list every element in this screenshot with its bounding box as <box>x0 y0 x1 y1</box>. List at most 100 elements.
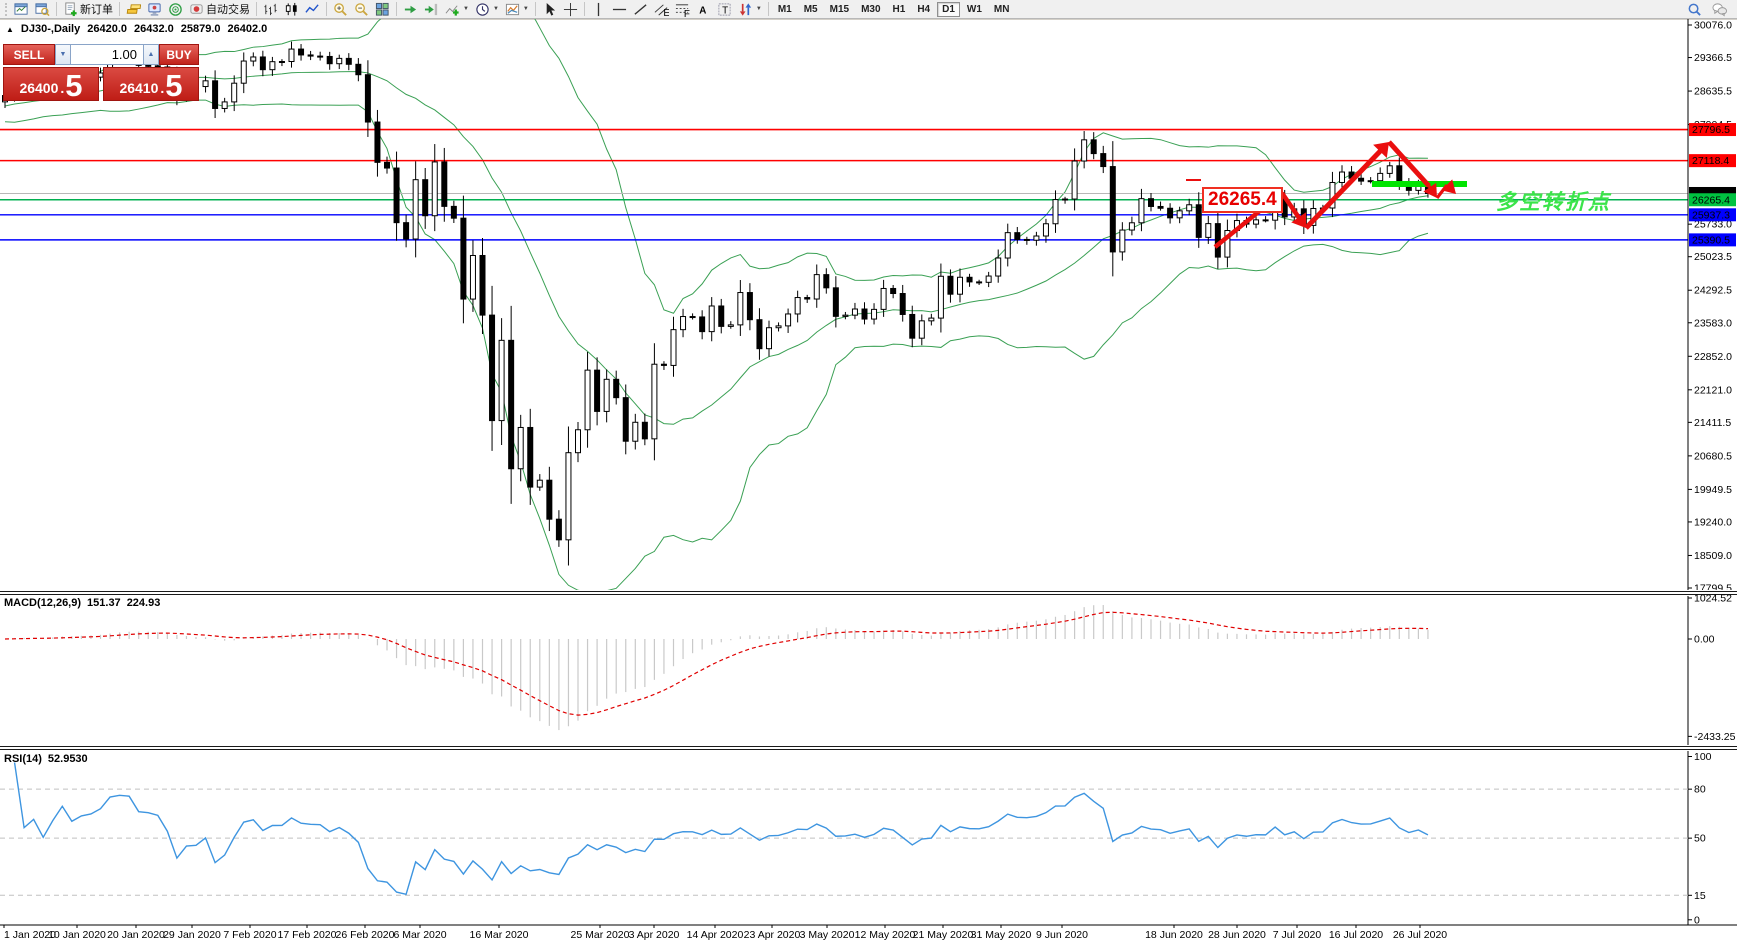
svg-text:T: T <box>722 5 728 16</box>
macd-tick-label: 0.00 <box>1694 634 1715 646</box>
macd-tick-label: -2433.25 <box>1694 731 1736 743</box>
candlestick-chart-button[interactable] <box>281 1 302 18</box>
autoscroll-icon <box>404 5 417 13</box>
toolbar-grip[interactable] <box>5 2 9 16</box>
arrows-button[interactable]: ▼ <box>735 1 765 18</box>
equidistant-channel-button[interactable]: E <box>651 1 672 18</box>
magnifier-icon <box>1688 3 1701 16</box>
cursor-icon <box>546 2 555 16</box>
chart-area[interactable]: 30076.029366.528635.527904.525733.025023… <box>0 19 1737 943</box>
bars-icon <box>264 3 277 15</box>
buy-button[interactable]: BUY <box>159 44 199 65</box>
line-chart-button[interactable] <box>302 1 323 18</box>
timeframe-w1-button[interactable]: W1 <box>966 3 982 15</box>
macd-panel[interactable] <box>4 605 1429 731</box>
rsi-axis[interactable]: 100 80 50 15 0 <box>1688 751 1712 926</box>
macd-axis[interactable]: 1024.52 0.00 -2433.25 <box>1688 592 1736 743</box>
autotrade-icon <box>190 3 203 14</box>
date-label: 16 Jul 2020 <box>1329 929 1383 941</box>
crosshair-button[interactable] <box>560 1 581 18</box>
horizontal-line-button[interactable] <box>609 1 630 18</box>
signals-button[interactable] <box>165 1 186 18</box>
date-label: 3 May 2020 <box>800 929 855 941</box>
buy-quote[interactable]: 26410. 5 <box>103 67 199 101</box>
zoom-out-button[interactable] <box>351 1 372 18</box>
date-label: 21 May 2020 <box>913 929 974 941</box>
auto-trading-button[interactable]: 自动交易 <box>186 1 253 18</box>
cursor-button[interactable] <box>539 1 560 18</box>
profiles-button[interactable] <box>32 1 53 18</box>
macd-signal-line <box>4 611 1428 716</box>
timeframe-m5-button[interactable]: M5 <box>803 3 818 15</box>
trendline-button[interactable] <box>630 1 651 18</box>
textA-icon: A <box>699 5 706 16</box>
auto-scroll-button[interactable] <box>400 1 421 18</box>
main-price-panel[interactable] <box>0 19 1688 596</box>
price-tick-label: 30076.0 <box>1694 20 1732 32</box>
tile-windows-button[interactable] <box>372 1 393 18</box>
deposit-gold-button[interactable] <box>123 1 144 18</box>
rsi-panel[interactable] <box>0 762 1688 896</box>
chevron-down-icon[interactable]: ▼ <box>463 6 469 12</box>
chevron-down-icon[interactable]: ▼ <box>522 6 529 12</box>
timeframe-h1-button[interactable]: H1 <box>892 3 906 15</box>
timeframe-m30-button[interactable]: M30 <box>861 3 881 15</box>
search-button[interactable] <box>1684 1 1705 18</box>
chart-window[interactable]: 30076.029366.528635.527904.525733.025023… <box>0 19 1737 943</box>
new-chart-button[interactable] <box>11 1 32 18</box>
sell-button[interactable]: SELL <box>3 44 55 65</box>
timeframe-mn-button[interactable]: MN <box>993 3 1010 15</box>
indicators-list-button[interactable]: ▼ <box>442 1 472 18</box>
community-chat-button[interactable] <box>1709 1 1730 18</box>
price-tick-label: 18509.0 <box>1694 550 1732 562</box>
text-label-button[interactable]: T <box>714 1 735 18</box>
date-label: 10 Jan 2020 <box>48 929 106 941</box>
volume-decrease-button[interactable]: ▼ <box>55 44 71 65</box>
collapse-one-click-icon[interactable]: ▲ <box>6 24 14 34</box>
chart-shift-button[interactable] <box>421 1 442 18</box>
volume-increase-button[interactable]: ▲ <box>143 44 159 65</box>
level-price-label: 25937.3 <box>1692 209 1730 221</box>
new-order-button[interactable]: 新订单 <box>60 1 116 18</box>
fibonacci-retracement-button[interactable]: F <box>672 1 693 18</box>
vertical-line-button[interactable] <box>588 1 609 18</box>
macd-main-value: 151.37 <box>87 597 121 609</box>
timeframe-h4-button[interactable]: H4 <box>917 3 931 15</box>
price-tick-label: 22121.0 <box>1694 384 1732 396</box>
bar-chart-button[interactable] <box>260 1 281 18</box>
pivot-point-annotation[interactable]: 多空转折点 <box>1496 191 1611 214</box>
macd-title: MACD(12,26,9) <box>4 597 82 609</box>
sell-price-main: 26400 <box>19 80 59 96</box>
timeframe-m15-button[interactable]: M15 <box>829 3 850 15</box>
support-zone-bar[interactable] <box>1372 181 1467 187</box>
new-order-label: 新订单 <box>80 4 113 16</box>
line-icon <box>305 3 319 13</box>
price-annotation-box[interactable]: 26265.4 <box>1202 187 1283 213</box>
template-icon <box>505 3 519 15</box>
timeframe-m1-button[interactable]: M1 <box>777 3 792 15</box>
toolbar-separator <box>326 2 327 16</box>
window-search-icon <box>35 2 50 16</box>
sell-quote[interactable]: 26400. 5 <box>3 67 99 101</box>
zoom-in-button[interactable] <box>330 1 351 18</box>
trend-arrows[interactable] <box>1186 140 1467 249</box>
mql5-community-button[interactable] <box>144 1 165 18</box>
date-label: 25 Mar 2020 <box>571 929 630 941</box>
chevron-down-icon[interactable]: ▼ <box>492 6 499 12</box>
tile-icon <box>375 2 389 16</box>
periods-button[interactable]: ▼ <box>472 1 502 18</box>
macd-label: MACD(12,26,9) 151.37 224.93 <box>4 597 160 609</box>
text-button[interactable]: A <box>693 1 714 18</box>
price-tick-label: 22852.0 <box>1694 351 1732 363</box>
timeframe-d1-button[interactable]: D1 <box>937 1 960 17</box>
chevron-down-icon[interactable]: ▼ <box>755 6 762 12</box>
rsi-tick-label: 0 <box>1694 914 1700 926</box>
templates-button[interactable]: ▼ <box>502 1 532 18</box>
main-toolbar: 新订单 自动交易 ▼ ▼ ▼ E F A T ▼ M1 M5 M15 M30 H1 H4 D1 W1 MN <box>0 0 1737 19</box>
radar-icon <box>169 2 182 16</box>
price-axis[interactable]: 30076.029366.528635.527904.525733.025023… <box>1687 19 1736 925</box>
volume-input[interactable] <box>71 44 143 65</box>
date-label: 31 May 2020 <box>971 929 1032 941</box>
date-label: 23 Apr 2020 <box>744 929 801 941</box>
